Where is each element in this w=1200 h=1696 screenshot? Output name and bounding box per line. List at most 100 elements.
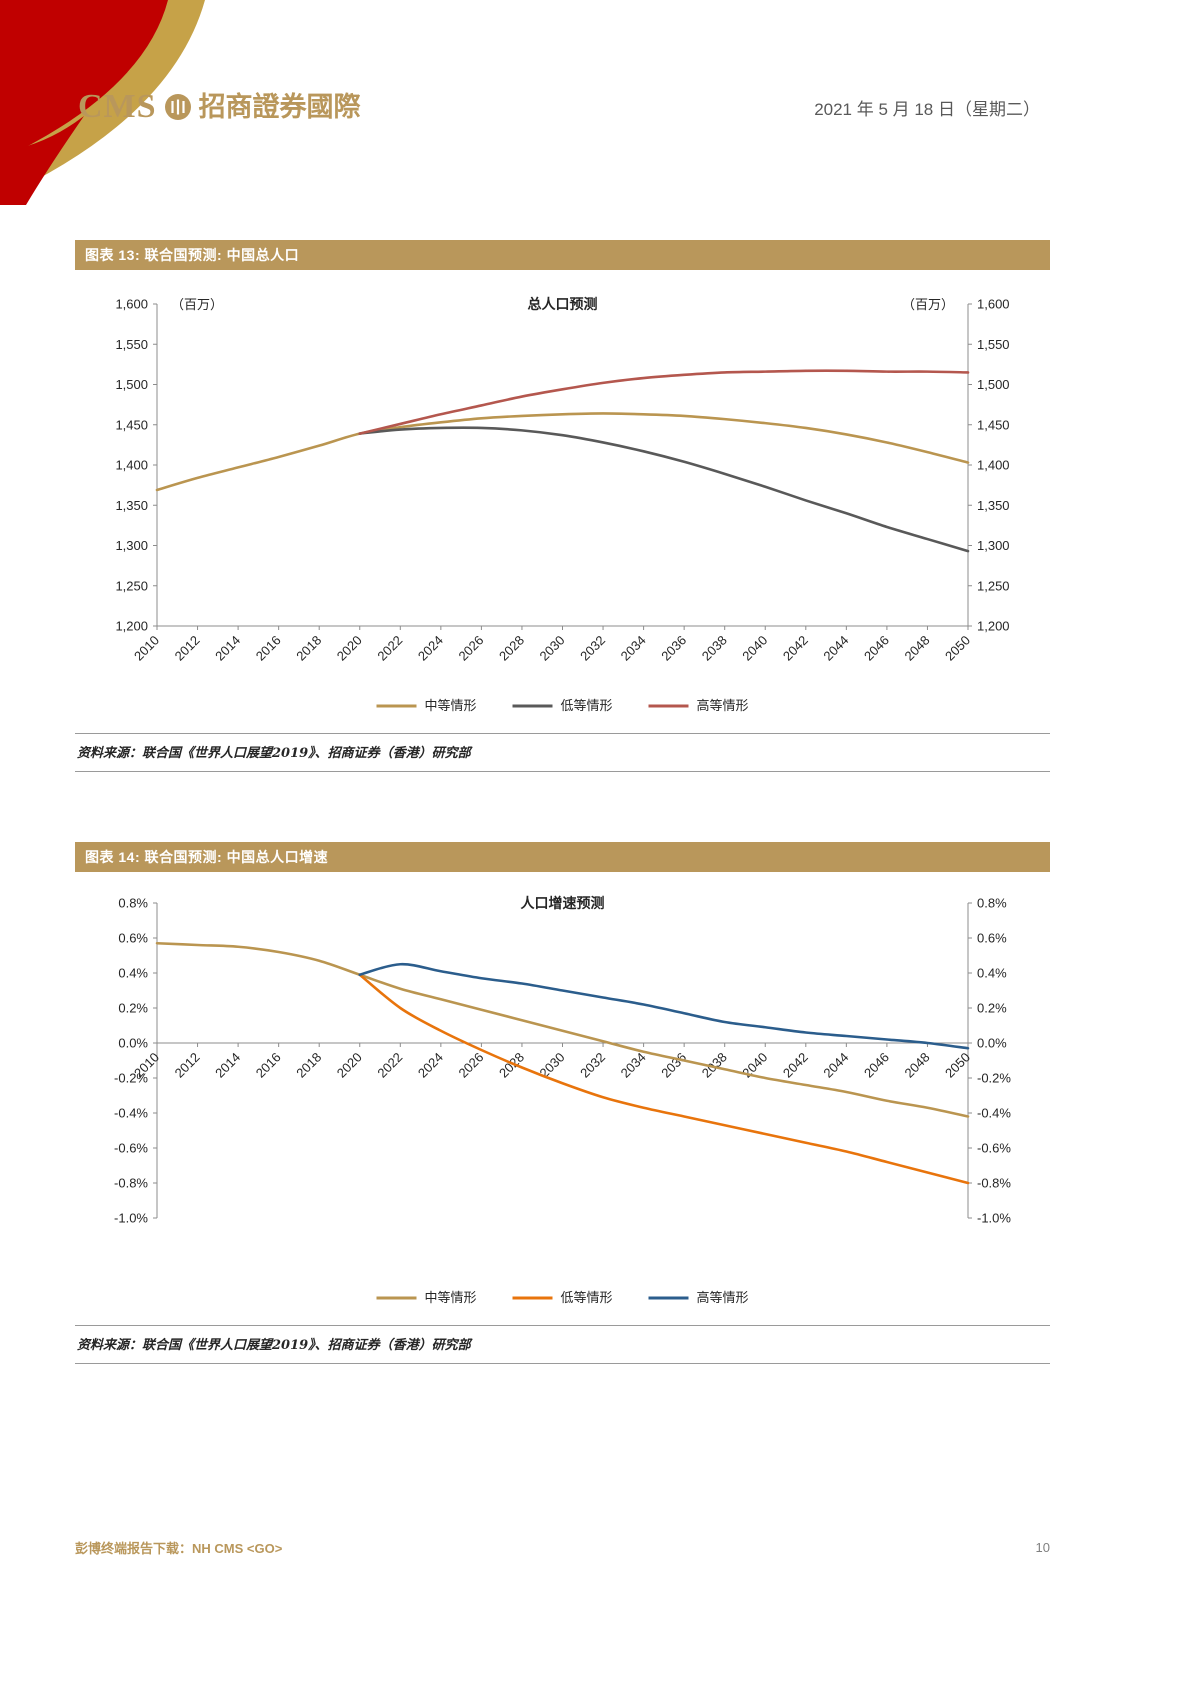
- svg-text:2014: 2014: [212, 1050, 243, 1081]
- page-number: 10: [1035, 1540, 1050, 1555]
- svg-text:2030: 2030: [537, 633, 568, 664]
- svg-text:2044: 2044: [820, 633, 851, 664]
- svg-text:0.4%: 0.4%: [118, 966, 148, 981]
- page-footer: 彭博终端报告下载：NH CMS <GO> 10: [75, 1538, 1050, 1557]
- svg-text:中等情形: 中等情形: [425, 1290, 477, 1305]
- svg-text:1,250: 1,250: [977, 578, 1010, 593]
- svg-text:0.2%: 0.2%: [977, 1001, 1007, 1016]
- svg-text:1,550: 1,550: [977, 337, 1010, 352]
- svg-text:高等情形: 高等情形: [697, 1290, 749, 1305]
- svg-text:1,250: 1,250: [115, 578, 148, 593]
- svg-text:-1.0%: -1.0%: [977, 1211, 1011, 1226]
- svg-text:2048: 2048: [902, 633, 933, 664]
- svg-text:2018: 2018: [293, 1050, 324, 1081]
- svg-text:0.8%: 0.8%: [118, 896, 148, 911]
- svg-text:2028: 2028: [496, 633, 527, 664]
- cms-logo-chinese: 招商證券國際: [198, 91, 361, 122]
- figure13-title: 图表 13: 联合国预测: 中国总人口: [85, 247, 300, 263]
- svg-text:0.0%: 0.0%: [118, 1036, 148, 1051]
- svg-text:2024: 2024: [415, 633, 446, 664]
- svg-text:人口增速预测: 人口增速预测: [521, 895, 605, 911]
- svg-text:2014: 2014: [212, 633, 243, 664]
- figure13-chart: 1,600 1,600 1,550 1,550 1,500 1,500 1,450 1,450…: [75, 276, 1050, 731]
- svg-text:1,200: 1,200: [977, 619, 1010, 634]
- svg-text:2012: 2012: [172, 633, 203, 664]
- svg-text:0.2%: 0.2%: [118, 1001, 148, 1016]
- figure-13-section: 图表 13: 联合国预测: 中国总人口 1,600 1,600 1,550 1,550…: [75, 240, 1050, 772]
- svg-text:2046: 2046: [861, 1050, 892, 1081]
- svg-text:高等情形: 高等情形: [697, 698, 749, 713]
- svg-text:1,300: 1,300: [977, 538, 1010, 553]
- svg-text:（百万）: （百万）: [171, 297, 223, 312]
- figure13-title-bar: 图表 13: 联合国预测: 中国总人口: [75, 240, 1050, 270]
- svg-text:2016: 2016: [253, 633, 284, 664]
- svg-text:1,500: 1,500: [115, 377, 148, 392]
- svg-text:2022: 2022: [374, 1050, 405, 1081]
- svg-text:1,600: 1,600: [977, 297, 1010, 312]
- svg-text:2022: 2022: [374, 633, 405, 664]
- svg-text:低等情形: 低等情形: [561, 698, 613, 713]
- svg-text:2024: 2024: [415, 1050, 446, 1081]
- svg-text:0.0%: 0.0%: [977, 1036, 1007, 1051]
- svg-text:0.6%: 0.6%: [118, 931, 148, 946]
- svg-text:2032: 2032: [577, 1050, 608, 1081]
- svg-text:1,600: 1,600: [115, 297, 148, 312]
- page-header: CMS 招商證券國際 2021 年 5 月 18 日（星期二）: [78, 90, 1040, 124]
- svg-text:0.4%: 0.4%: [977, 966, 1007, 981]
- svg-text:2016: 2016: [253, 1050, 284, 1081]
- svg-text:1,450: 1,450: [977, 417, 1010, 432]
- svg-text:中等情形: 中等情形: [425, 698, 477, 713]
- line-chart-svg: 0.8% 0.8% 0.6% 0.6% 0.4% 0.4% 0.2% 0.2% 0.0% 0.0%…: [114, 895, 1011, 1305]
- svg-text:2020: 2020: [334, 633, 365, 664]
- svg-text:2018: 2018: [293, 633, 324, 664]
- svg-text:1,400: 1,400: [115, 458, 148, 473]
- svg-text:1,500: 1,500: [977, 377, 1010, 392]
- cms-logo-text: CMS: [78, 88, 157, 125]
- report-date: 2021 年 5 月 18 日（星期二）: [814, 99, 1040, 119]
- svg-text:2046: 2046: [861, 633, 892, 664]
- svg-text:2026: 2026: [455, 633, 486, 664]
- svg-text:2032: 2032: [577, 633, 608, 664]
- svg-text:2028: 2028: [496, 1050, 527, 1081]
- svg-text:2026: 2026: [455, 1050, 486, 1081]
- svg-text:-0.2%: -0.2%: [977, 1071, 1011, 1086]
- svg-text:-1.0%: -1.0%: [114, 1211, 148, 1226]
- svg-text:1,200: 1,200: [115, 619, 148, 634]
- figure13-source: 资料来源：联合国《世界人口展望2019》、招商证券（香港）研究部: [77, 746, 471, 761]
- svg-text:2012: 2012: [172, 1050, 203, 1081]
- svg-text:2036: 2036: [658, 633, 689, 664]
- svg-text:1,450: 1,450: [115, 417, 148, 432]
- svg-text:-0.2%: -0.2%: [114, 1071, 148, 1086]
- bloomberg-download-note: 彭博终端报告下载：NH CMS <GO>: [75, 1541, 283, 1556]
- svg-text:1,550: 1,550: [115, 337, 148, 352]
- figure14-chart: 0.8% 0.8% 0.6% 0.6% 0.4% 0.4% 0.2% 0.2% 0.0% 0.0%…: [75, 878, 1050, 1323]
- svg-text:0.8%: 0.8%: [977, 896, 1007, 911]
- svg-text:1,400: 1,400: [977, 458, 1010, 473]
- svg-text:-0.6%: -0.6%: [977, 1141, 1011, 1156]
- svg-text:-0.8%: -0.8%: [977, 1176, 1011, 1191]
- figure14-source-block: 资料来源：联合国《世界人口展望2019》、招商证券（香港）研究部: [75, 1325, 1050, 1364]
- svg-text:0.6%: 0.6%: [977, 931, 1007, 946]
- svg-text:1,350: 1,350: [115, 498, 148, 513]
- svg-text:-0.8%: -0.8%: [114, 1176, 148, 1191]
- svg-text:2040: 2040: [739, 633, 770, 664]
- svg-text:总人口预测: 总人口预测: [528, 296, 598, 312]
- svg-text:2048: 2048: [902, 1050, 933, 1081]
- svg-text:2034: 2034: [618, 1050, 649, 1081]
- svg-text:2050: 2050: [942, 633, 973, 664]
- figure14-source: 资料来源：联合国《世界人口展望2019》、招商证券（香港）研究部: [77, 1338, 471, 1353]
- svg-text:2044: 2044: [820, 1050, 851, 1081]
- figure-14-section: 图表 14: 联合国预测: 中国总人口增速 0.8% 0.8% 0.6% 0.6% 0.…: [75, 842, 1050, 1364]
- svg-text:（百万）: （百万）: [902, 297, 954, 312]
- svg-text:1,350: 1,350: [977, 498, 1010, 513]
- svg-text:-0.6%: -0.6%: [114, 1141, 148, 1156]
- svg-text:低等情形: 低等情形: [561, 1290, 613, 1305]
- page-content: 图表 13: 联合国预测: 中国总人口 1,600 1,600 1,550 1,550…: [75, 240, 1050, 1364]
- svg-text:-0.4%: -0.4%: [114, 1106, 148, 1121]
- figure14-title: 图表 14: 联合国预测: 中国总人口增速: [85, 849, 329, 865]
- figure13-source-block: 资料来源：联合国《世界人口展望2019》、招商证券（香港）研究部: [75, 733, 1050, 772]
- svg-text:2034: 2034: [618, 633, 649, 664]
- svg-text:1,300: 1,300: [115, 538, 148, 553]
- svg-text:2038: 2038: [699, 633, 730, 664]
